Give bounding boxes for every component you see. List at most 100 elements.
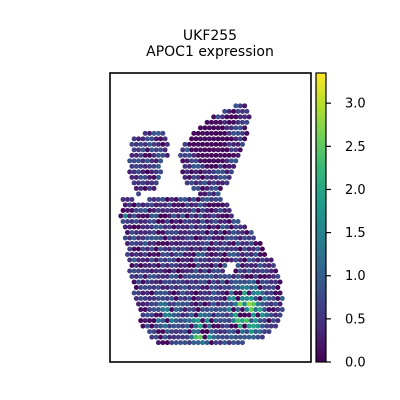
- expression-spot: [213, 163, 219, 169]
- expression-spot: [202, 235, 208, 241]
- expression-spot: [184, 235, 190, 241]
- expression-spot: [255, 268, 261, 274]
- spot-layer: [118, 103, 285, 346]
- expression-spot: [246, 334, 252, 340]
- expression-spot: [140, 290, 146, 296]
- expression-spot: [231, 285, 237, 291]
- expression-spot: [222, 207, 228, 213]
- expression-spot: [175, 290, 181, 296]
- expression-spot: [147, 130, 153, 136]
- expression-spot: [133, 274, 139, 280]
- expression-spot: [122, 235, 128, 241]
- expression-spot: [158, 290, 164, 296]
- expression-spot: [193, 213, 199, 219]
- expression-spot: [228, 213, 234, 219]
- expression-spot: [220, 213, 226, 219]
- expression-spot: [270, 274, 276, 280]
- expression-spot: [213, 174, 219, 180]
- expression-spot: [197, 202, 203, 208]
- expression-spot: [213, 207, 219, 213]
- expression-spot: [136, 268, 142, 274]
- expression-spot: [244, 274, 250, 280]
- expression-spot: [255, 246, 261, 252]
- expression-spot: [124, 229, 130, 235]
- expression-spot: [184, 158, 190, 164]
- expression-spot: [224, 301, 230, 307]
- expression-spot: [266, 329, 272, 335]
- expression-spot: [202, 290, 208, 296]
- expression-spot: [151, 307, 157, 313]
- expression-spot: [151, 263, 157, 269]
- expression-spot: [197, 290, 203, 296]
- expression-spot: [257, 252, 263, 257]
- expression-spot: [217, 285, 223, 291]
- expression-spot: [246, 301, 252, 307]
- expression-spot: [211, 279, 217, 285]
- expression-spot: [222, 218, 228, 224]
- expression-spot: [202, 246, 208, 252]
- expression-spot: [195, 307, 201, 313]
- expression-spot: [220, 246, 226, 252]
- expression-spot: [211, 114, 217, 120]
- expression-spot: [200, 318, 206, 324]
- expression-spot: [149, 279, 155, 285]
- expression-spot: [133, 263, 139, 269]
- expression-spot: [127, 246, 133, 252]
- expression-spot: [173, 240, 179, 246]
- expression-spot: [136, 279, 142, 285]
- expression-spot: [129, 252, 135, 257]
- expression-spot: [231, 229, 237, 235]
- expression-spot: [195, 296, 201, 302]
- expression-spot: [193, 279, 199, 285]
- expression-spot: [235, 340, 241, 346]
- expression-spot: [149, 334, 155, 340]
- expression-spot: [257, 274, 263, 280]
- expression-spot: [155, 174, 161, 180]
- expression-spot: [197, 312, 203, 318]
- expression-spot: [149, 147, 155, 153]
- expression-spot: [173, 307, 179, 313]
- expression-spot: [200, 240, 206, 246]
- expression-spot: [226, 318, 232, 324]
- expression-spot: [217, 318, 223, 324]
- expression-spot: [217, 163, 223, 169]
- expression-spot: [235, 240, 241, 246]
- expression-spot: [191, 318, 197, 324]
- expression-spot: [131, 169, 137, 175]
- expression-spot: [222, 340, 228, 346]
- expression-spot: [138, 207, 144, 213]
- expression-spot: [186, 207, 192, 213]
- expression-spot: [182, 163, 188, 169]
- expression-spot: [184, 224, 190, 230]
- expression-spot: [195, 340, 201, 346]
- expression-spot: [160, 229, 166, 235]
- expression-spot: [277, 301, 283, 307]
- expression-spot: [222, 174, 228, 180]
- colorbar: 0.0 0.5 1.0 1.5 2.0 2.5 3.0: [315, 72, 366, 371]
- expression-spot: [184, 334, 190, 340]
- expression-spot: [239, 141, 245, 147]
- expression-spot: [124, 196, 130, 202]
- expression-spot: [160, 263, 166, 269]
- expression-spot: [140, 169, 146, 175]
- expression-spot: [215, 114, 221, 120]
- expression-spot: [138, 296, 144, 302]
- expression-spot: [213, 285, 219, 291]
- expression-spot: [158, 257, 164, 263]
- expression-spot: [171, 235, 177, 241]
- expression-spot: [155, 141, 161, 147]
- expression-spot: [153, 279, 159, 285]
- expression-spot: [215, 169, 221, 175]
- expression-spot: [215, 257, 221, 263]
- expression-spot: [242, 246, 248, 252]
- expression-spot: [228, 235, 234, 241]
- expression-spot: [136, 147, 142, 153]
- expression-spot: [195, 285, 201, 291]
- expression-spot: [270, 307, 276, 313]
- expression-spot: [204, 196, 210, 202]
- expression-spot: [195, 318, 201, 324]
- expression-spot: [209, 141, 215, 147]
- expression-spot: [253, 252, 259, 257]
- expression-spot: [264, 312, 270, 318]
- expression-spot: [200, 152, 206, 158]
